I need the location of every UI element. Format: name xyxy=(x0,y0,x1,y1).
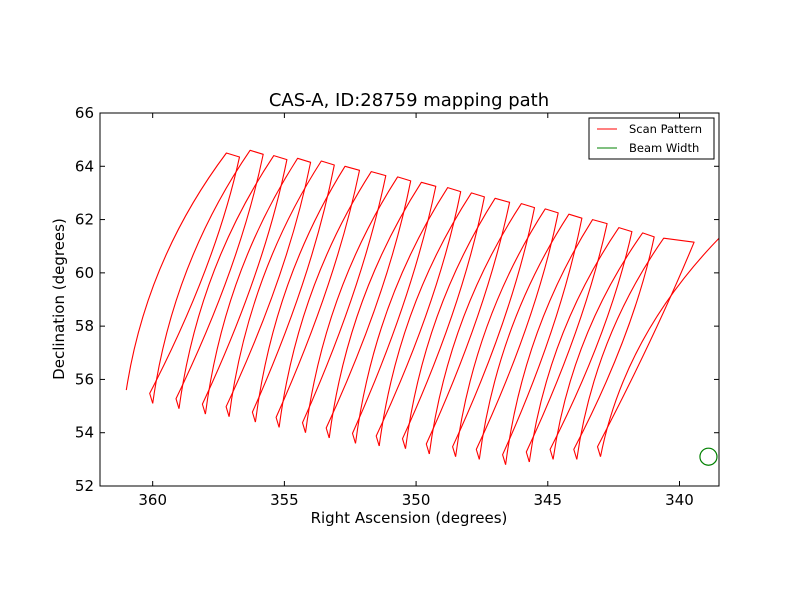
scan-sweep xyxy=(228,160,335,423)
scan-pattern-series xyxy=(125,149,719,465)
y-tick-label: 62 xyxy=(75,211,94,229)
scan-sweep xyxy=(404,197,511,455)
x-tick-label: 345 xyxy=(533,491,562,509)
y-tick-label: 64 xyxy=(75,157,94,175)
y-tick-label: 54 xyxy=(75,424,94,442)
scan-sweep xyxy=(455,208,559,460)
scan-sweep xyxy=(304,176,412,439)
scan-sweep xyxy=(478,213,583,465)
y-axis-label: Declination (degrees) xyxy=(50,218,68,380)
y-tick-label: 56 xyxy=(75,370,94,388)
chart-title: CAS-A, ID:28759 mapping path xyxy=(269,90,549,111)
scan-sweep xyxy=(178,155,288,415)
legend-box xyxy=(588,117,715,160)
y-tick-label: 58 xyxy=(75,317,94,335)
y-axis: 52 54 56 58 60 62 64 66 xyxy=(75,104,719,495)
scan-sweep xyxy=(125,152,241,404)
scan-sweep xyxy=(528,227,633,463)
scan-sweep xyxy=(354,187,462,447)
legend: Scan Pattern Beam Width xyxy=(588,117,715,160)
scan-sweep xyxy=(254,165,361,428)
x-axis: 360 355 350 345 340 xyxy=(138,113,694,509)
legend-beam-width-label: Beam Width xyxy=(629,141,699,155)
plot-frame xyxy=(99,112,720,487)
x-tick-label: 355 xyxy=(270,491,299,509)
scan-sweep xyxy=(576,237,695,460)
beam-width-series xyxy=(699,447,718,466)
scan-sweep xyxy=(428,203,536,457)
x-tick-label: 360 xyxy=(138,491,167,509)
beam-width-circle xyxy=(699,447,718,466)
scan-sweep xyxy=(505,219,608,465)
scan-sweep xyxy=(552,232,655,460)
scan-sweep xyxy=(378,192,485,449)
scan-sweep xyxy=(204,157,312,417)
scan-sweep xyxy=(599,237,719,457)
x-tick-label: 350 xyxy=(402,491,431,509)
scan-sweep xyxy=(278,171,387,433)
y-tick-label: 60 xyxy=(75,264,94,282)
scan-sweep xyxy=(328,181,437,444)
y-tick-label: 66 xyxy=(75,104,94,122)
x-tick-label: 340 xyxy=(665,491,694,509)
legend-scan-pattern-label: Scan Pattern xyxy=(629,122,702,136)
y-tick-label: 52 xyxy=(75,477,94,495)
scan-sweep xyxy=(152,149,264,409)
x-axis-label: Right Ascension (degrees) xyxy=(311,509,508,527)
